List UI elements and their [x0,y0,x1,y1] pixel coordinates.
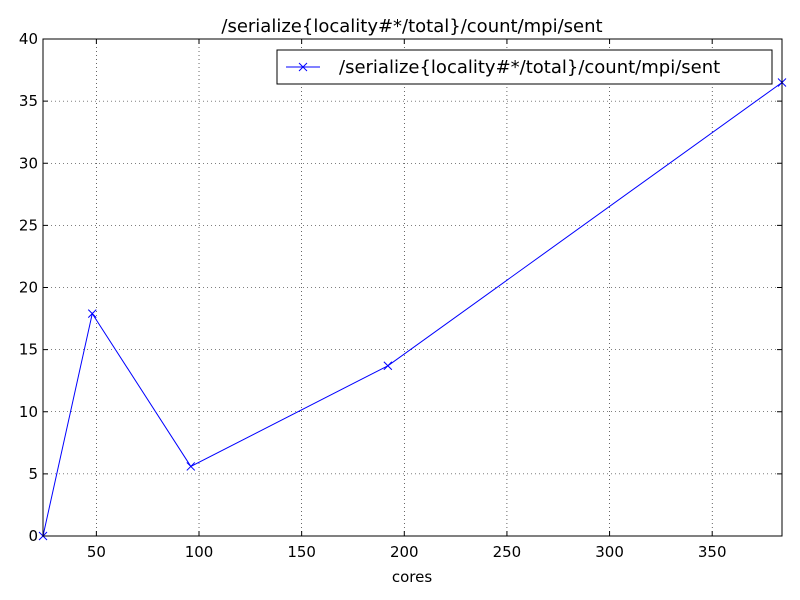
x-axis-label: cores [392,568,432,586]
x-tick-label: 100 [185,543,214,561]
y-tick-label: 30 [19,154,38,172]
y-tick-label: 25 [19,216,38,234]
x-tick-label: 350 [698,543,727,561]
axis-ticks: 50 100 150 200 250 300 350 0 5 10 15 20 25 30 35 40 [19,30,782,561]
grid-lines [43,39,782,536]
y-tick-label: 35 [19,92,38,110]
y-tick-label: 10 [19,403,38,421]
series-line [42,82,783,537]
legend-marker-x [298,62,308,72]
x-tick-label: 250 [493,543,522,561]
x-tick-label: 50 [87,543,106,561]
legend-series-label: /serialize{locality#*/total}/count/mpi/s… [339,57,720,78]
x-tick-label: 200 [390,543,419,561]
data-point-marker [186,462,196,471]
chart-title: /serialize{locality#*/total}/count/mpi/s… [221,16,602,37]
x-tick-label: 150 [287,543,316,561]
y-tick-label: 5 [28,465,38,483]
y-tick-label: 15 [19,341,38,359]
legend-box [276,49,773,85]
y-tick-label: 20 [19,279,38,297]
data-point-marker [383,361,393,371]
y-tick-label: 0 [28,527,38,545]
legend: /serialize{locality#*/total}/count/mpi/s… [276,49,773,85]
x-tick-label: 300 [595,543,624,561]
series-layer [38,78,787,541]
data-point-marker [87,309,97,318]
y-tick-label: 40 [19,30,38,48]
legend-x-marker [298,62,308,72]
